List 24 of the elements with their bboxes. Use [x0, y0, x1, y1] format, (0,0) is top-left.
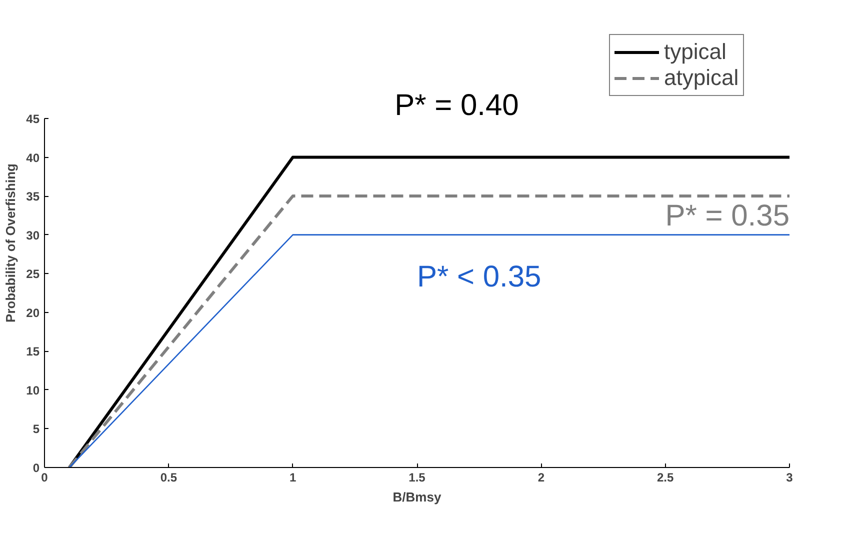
x-tick-label: 2.5	[656, 470, 674, 484]
y-tick-label: 40	[26, 150, 40, 165]
y-tick-label: 5	[32, 422, 40, 436]
legend-label: atypical	[664, 65, 739, 91]
x-tick-label: 1	[289, 470, 296, 484]
y-axis-title: Probability of Overfishing	[3, 163, 18, 322]
y-tick-label: 20	[26, 306, 40, 320]
y-tick-label: 45	[26, 112, 40, 126]
x-tick-label: 1.5	[408, 470, 426, 484]
y-tick-label: 35	[26, 190, 40, 204]
y-tick-label: 15	[26, 344, 40, 359]
x-tick-label: 2	[538, 470, 545, 484]
x-tick-label: 3	[786, 470, 794, 484]
y-tick-label: 30	[26, 228, 40, 242]
legend-label: typical	[664, 39, 726, 65]
annotation: P* = 0.40	[394, 88, 519, 122]
y-tick-label: 25	[26, 267, 40, 282]
annotation: P* = 0.35	[665, 200, 790, 233]
x-tick-label: 0	[41, 470, 48, 484]
x-axis-title: B/Bmsy	[392, 490, 442, 504]
y-tick-label: 10	[26, 383, 40, 398]
x-tick-label: 0.5	[160, 470, 178, 484]
annotation: P* < 0.35	[416, 260, 542, 294]
y-tick-label: 0	[32, 461, 40, 475]
